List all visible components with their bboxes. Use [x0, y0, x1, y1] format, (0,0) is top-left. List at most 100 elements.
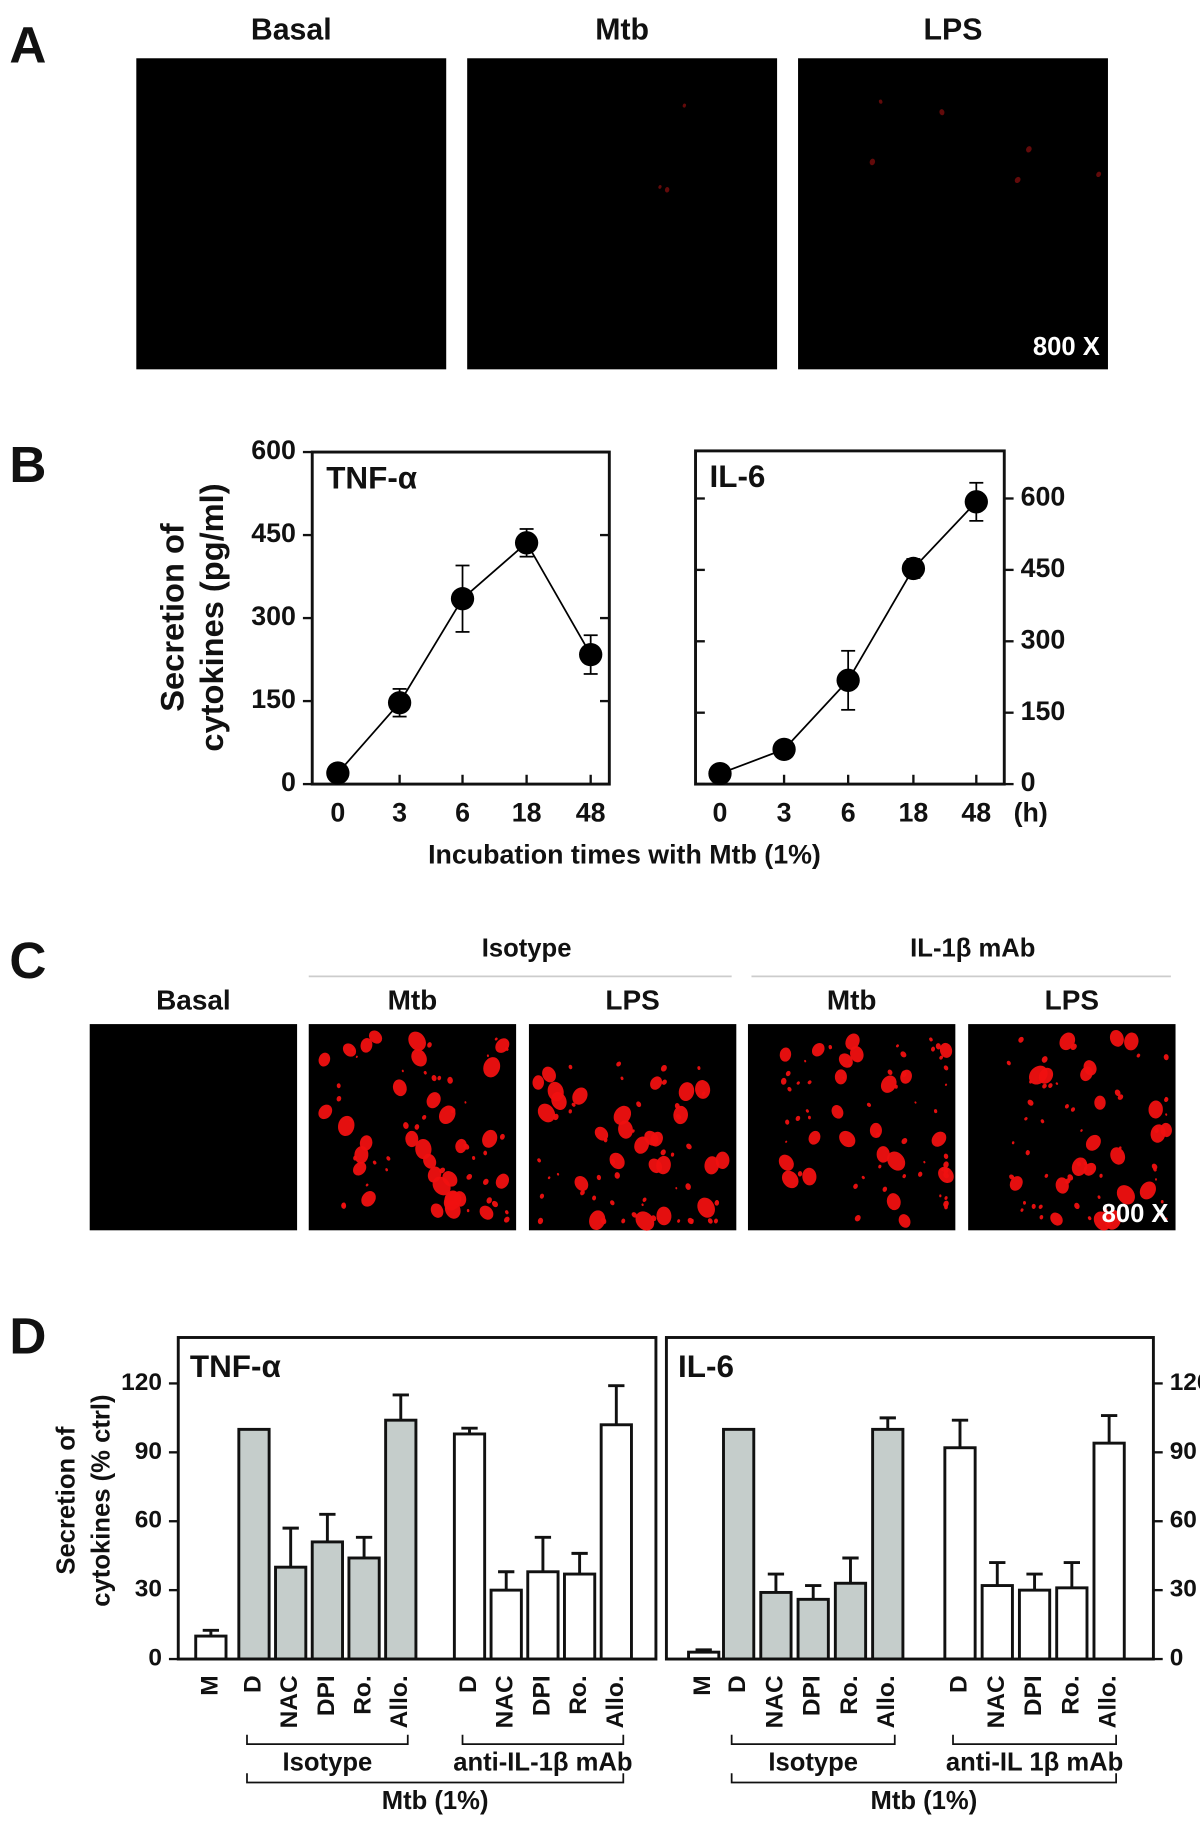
data-point [579, 642, 603, 667]
cell-signal [353, 1155, 358, 1161]
cell-signal [600, 1217, 607, 1225]
cell-signal [1009, 1176, 1023, 1191]
bar [796, 1597, 830, 1661]
cell-signal [869, 1122, 882, 1138]
x-tick-label: DPI [1020, 1675, 1047, 1716]
micrograph [528, 1024, 737, 1231]
cell-signal [483, 1150, 488, 1156]
bar [1092, 1441, 1126, 1661]
cell-signal [869, 158, 876, 166]
plot-frame [694, 449, 1006, 786]
cell-signal [392, 1079, 407, 1097]
x-tick-label: NAC [761, 1675, 788, 1728]
cell-signal [594, 1126, 609, 1141]
cell-signal [1099, 1173, 1103, 1178]
cell-signal [1055, 1082, 1059, 1085]
y-tick-label: 0 [281, 767, 296, 797]
bar [871, 1427, 905, 1661]
cell-signal [795, 1115, 801, 1122]
bracket [246, 1734, 409, 1745]
cell-signal [808, 1130, 821, 1145]
y-tick-label: 450 [251, 518, 296, 548]
cell-signal [635, 1211, 655, 1231]
cell-signal [408, 1031, 426, 1051]
cell-signal [675, 1187, 678, 1190]
cell-signal [568, 1064, 573, 1070]
cell-signal [551, 1091, 567, 1110]
cell-signal [697, 1066, 701, 1070]
cell-signal [900, 1069, 912, 1084]
micrograph [89, 1024, 298, 1231]
cell-signal [675, 1114, 682, 1120]
x-tick-label: Allo. [873, 1675, 900, 1728]
cell-signal [430, 1203, 444, 1218]
cell-signal [1006, 1060, 1011, 1066]
cell-signal [678, 1082, 695, 1102]
bar [563, 1572, 597, 1661]
cell-signal [337, 1115, 355, 1137]
cell-signal [943, 1153, 949, 1159]
cell-signal [472, 1155, 476, 1160]
cell-signal [596, 1174, 602, 1181]
x-unit: (h) [1014, 797, 1048, 827]
cell-signal [411, 1049, 427, 1067]
x-tick-label: DPI [528, 1675, 555, 1716]
cell-signal [918, 1171, 923, 1177]
column-label: Mtb [388, 984, 438, 1015]
cell-signal [486, 1197, 492, 1204]
group-label: anti-IL 1β mAb [946, 1749, 1123, 1777]
plot-frame [176, 1336, 658, 1661]
data-point [836, 668, 860, 692]
cell-signal [943, 1167, 949, 1174]
cell-signal [695, 1080, 711, 1099]
cell-signal [1025, 1150, 1030, 1156]
cell-signal [944, 1083, 948, 1086]
cell-signal [1116, 1185, 1135, 1205]
x-tick-label: 0 [713, 797, 728, 827]
cell-signal [842, 1076, 845, 1080]
column-label: Mtb [827, 984, 877, 1015]
cell-signal [697, 1197, 715, 1218]
cell-signal [613, 1105, 632, 1125]
x-tick-label: Allo. [1095, 1675, 1122, 1728]
chart-title: TNF-α [190, 1349, 281, 1384]
group-label: IL-1β mAb [910, 934, 1035, 962]
cell-signal [466, 1174, 473, 1180]
cell-signal [875, 1132, 881, 1138]
cell-signal [1064, 1104, 1069, 1109]
cell-signal [929, 1037, 933, 1042]
bracket [730, 1773, 1117, 1784]
cell-signal [365, 1183, 369, 1187]
data-point [772, 737, 796, 761]
cell-signal [1026, 146, 1032, 153]
cell-signal [336, 1083, 341, 1089]
y-axis-label: cytokines (pg/ml) [193, 483, 230, 751]
cell-signal [714, 1200, 720, 1206]
cell-signal [900, 1051, 907, 1058]
y-tick-label: 60 [135, 1507, 162, 1534]
cell-signal [880, 1075, 897, 1093]
bar [980, 1584, 1014, 1661]
x-tick-label: D [724, 1675, 751, 1693]
cell-signal [930, 1046, 936, 1052]
x-tick-label: 18 [512, 797, 542, 827]
cell-signal [1018, 1036, 1024, 1043]
cell-signal [464, 1101, 467, 1104]
y-tick-label: 120 [1170, 1369, 1200, 1396]
cell-signal [342, 1043, 357, 1057]
x-tick-label: DPI [313, 1675, 340, 1716]
cell-signal [805, 1109, 809, 1113]
bar [452, 1432, 487, 1661]
bar [489, 1588, 523, 1661]
micrograph [136, 58, 447, 370]
cell-signal [673, 1105, 688, 1125]
data-point [450, 587, 475, 611]
y-tick-label: 0 [1170, 1645, 1184, 1672]
y-tick-label: 0 [148, 1645, 162, 1672]
cell-signal [939, 1194, 942, 1198]
cell-signal [802, 1167, 817, 1186]
cell-signal [931, 1131, 947, 1147]
cell-signal [898, 1214, 911, 1228]
x-tick-label: NAC [276, 1675, 303, 1728]
cell-signal [494, 1037, 498, 1041]
